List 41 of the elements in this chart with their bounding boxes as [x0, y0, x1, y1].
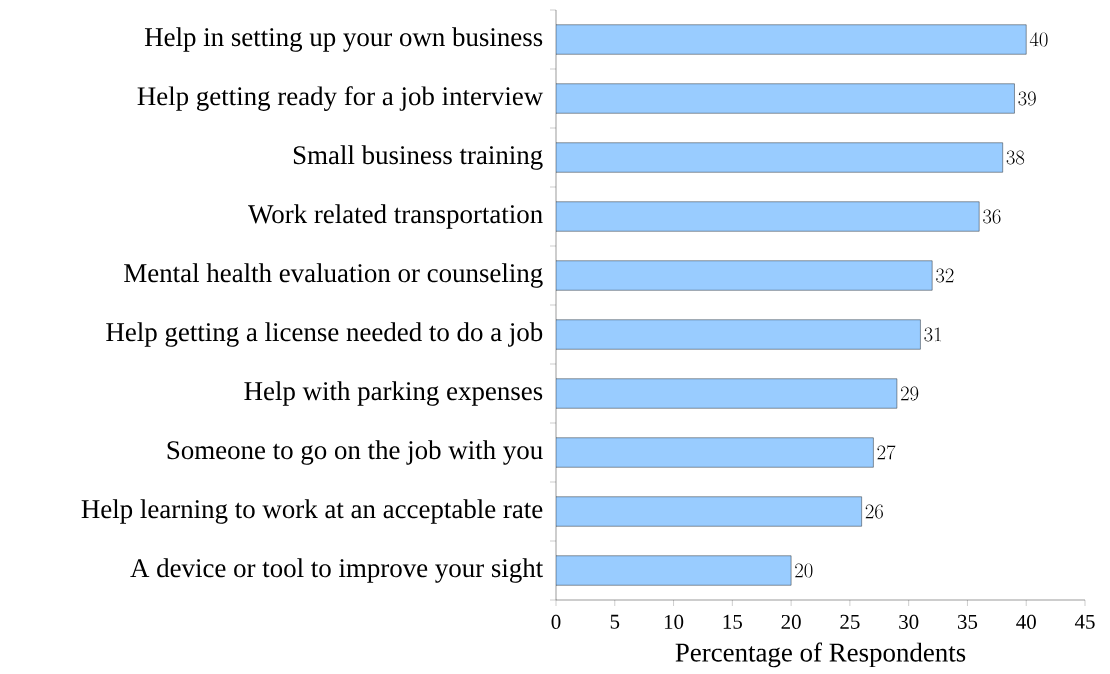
y-tick-label: Someone to go on the job with you — [167, 440, 543, 465]
data-label: 27 — [877, 445, 896, 460]
bar — [556, 201, 980, 232]
x-tick-label: 40 — [1016, 614, 1036, 630]
y-tick-label: Mental health evaluation or counseling — [124, 263, 543, 288]
x-tick-label: 45 — [1074, 614, 1095, 629]
data-label: 39 — [1018, 91, 1036, 106]
y-tick-label: Help learning to work at an acceptable rate — [81, 499, 543, 524]
x-tick-label: 30 — [899, 614, 919, 630]
x-tick-label: 35 — [957, 614, 978, 629]
x-tick-label: 20 — [781, 614, 801, 630]
data-label: 32 — [936, 268, 954, 283]
bar — [556, 555, 792, 586]
data-label: 31 — [924, 327, 942, 342]
data-label: 40 — [1029, 32, 1048, 47]
bar — [556, 260, 933, 291]
data-label: 26 — [865, 504, 883, 519]
y-tick-label: Help with parking expenses — [244, 381, 543, 406]
bar — [556, 24, 1027, 55]
x-tick-label: 15 — [723, 614, 742, 629]
bar — [556, 496, 862, 527]
y-tick-label: Work related transportation — [248, 204, 543, 229]
x-tick-label: 10 — [664, 614, 684, 630]
x-tick-label: 0 — [551, 614, 561, 630]
bar — [556, 142, 1003, 173]
bar — [556, 83, 1015, 114]
data-label: 38 — [1006, 150, 1025, 165]
y-tick-label: Help in setting up your own business — [144, 27, 543, 52]
x-tick-label: 25 — [840, 614, 860, 629]
y-tick-label: Help getting a license needed to do a job — [106, 322, 543, 347]
data-label: 20 — [795, 563, 813, 578]
y-tick-label: Help getting ready for a job interview — [137, 86, 544, 111]
bar — [556, 319, 921, 350]
x-tick-label: 5 — [610, 614, 620, 629]
data-label: 29 — [900, 386, 919, 401]
data-label: 36 — [983, 209, 1001, 224]
y-tick-label: Small business training — [293, 145, 543, 170]
bar — [556, 437, 874, 468]
bar — [556, 378, 898, 409]
y-tick-label: A device or tool to improve your sight — [130, 558, 544, 583]
x-axis-title: Percentage of Respondents — [675, 642, 966, 668]
